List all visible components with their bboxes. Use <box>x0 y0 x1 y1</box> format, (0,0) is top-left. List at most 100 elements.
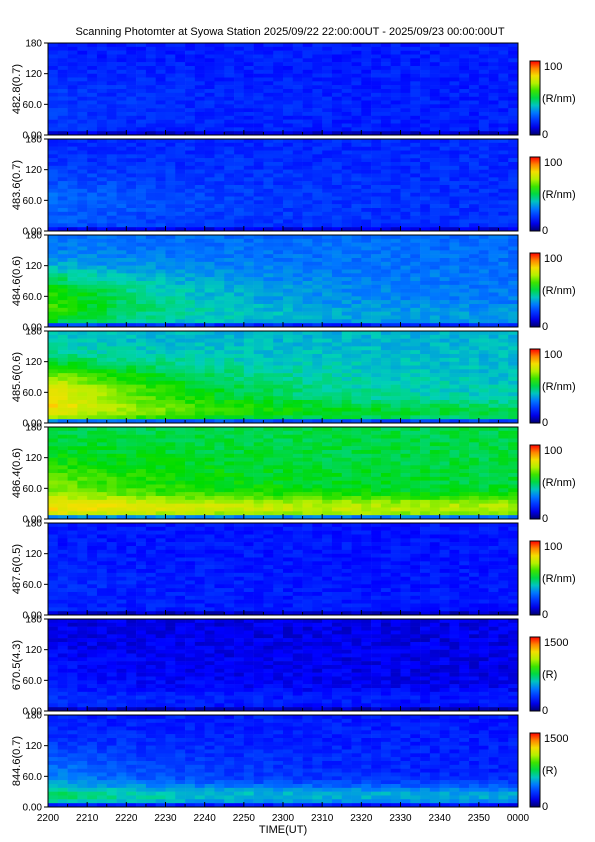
heatmap-cell <box>116 392 127 397</box>
heatmap-cell <box>283 350 294 355</box>
heatmap-cell <box>96 300 108 305</box>
heatmap-cell <box>96 235 108 240</box>
heatmap-cell <box>87 411 98 416</box>
heatmap-cell <box>116 92 127 97</box>
heatmap-cell <box>449 62 460 67</box>
heatmap-cell <box>87 46 98 51</box>
heatmap-cell <box>116 430 127 435</box>
heatmap-cell <box>449 92 460 97</box>
heatmap-cell <box>67 139 78 144</box>
heatmap-cell <box>420 365 431 370</box>
heatmap-cell <box>48 511 59 516</box>
heatmap-cell <box>165 119 176 124</box>
heatmap-cell <box>302 384 313 389</box>
heatmap-cell <box>283 158 294 163</box>
heatmap-cell <box>400 169 411 174</box>
heatmap-cell <box>361 108 372 113</box>
heatmap-cell <box>439 258 450 263</box>
heatmap-cell <box>48 480 59 485</box>
heatmap-cell <box>48 169 59 174</box>
heatmap-cell <box>48 261 59 266</box>
heatmap-cell <box>106 188 117 193</box>
heatmap-cell <box>224 277 235 282</box>
heatmap-cell <box>87 499 98 504</box>
heatmap-cell <box>449 123 460 128</box>
heatmap-cell <box>371 311 382 316</box>
heatmap-cell <box>361 131 372 136</box>
heatmap-cell <box>420 419 431 424</box>
heatmap-cell <box>312 54 323 59</box>
heatmap-cell <box>204 338 215 343</box>
heatmap-cell <box>380 373 392 378</box>
heatmap-cell <box>185 81 196 86</box>
heatmap-cell <box>263 139 274 144</box>
heatmap-cell <box>243 342 254 347</box>
heatmap-cell <box>234 69 245 74</box>
heatmap-cell <box>224 158 235 163</box>
heatmap-cell <box>224 338 235 343</box>
heatmap-cell <box>469 173 480 178</box>
heatmap-cell <box>224 388 235 393</box>
heatmap-cell <box>449 346 460 351</box>
heatmap-cell <box>292 104 303 109</box>
heatmap-cell <box>439 365 450 370</box>
heatmap-cell <box>77 450 88 455</box>
heatmap-cell <box>96 396 108 401</box>
heatmap-cell <box>488 403 499 408</box>
heatmap-cell <box>116 77 127 82</box>
heatmap-cell <box>175 77 186 82</box>
heatmap-cell <box>57 204 68 209</box>
heatmap-cell <box>96 58 108 63</box>
heatmap-cell <box>175 112 186 117</box>
heatmap-cell <box>253 369 264 374</box>
heatmap-cell <box>469 396 480 401</box>
heatmap-cell <box>243 77 254 82</box>
heatmap-cell <box>478 242 489 247</box>
heatmap-cell <box>234 108 245 113</box>
heatmap-cell <box>410 254 421 259</box>
heatmap-cell <box>312 400 323 405</box>
heatmap-cell <box>273 346 284 351</box>
heatmap-cell <box>96 331 108 336</box>
heatmap-cell <box>341 350 352 355</box>
heatmap-cell <box>253 127 264 132</box>
heatmap-cell <box>341 361 352 366</box>
heatmap-cell <box>48 430 59 435</box>
heatmap-cell <box>116 511 127 516</box>
heatmap-cell <box>214 261 225 266</box>
heatmap-cell <box>234 115 245 120</box>
heatmap-cell <box>322 246 333 251</box>
heatmap-cell <box>410 50 421 55</box>
heatmap-cell <box>204 250 215 255</box>
heatmap-cell <box>322 307 333 312</box>
heatmap-cell <box>449 419 460 424</box>
heatmap-cell <box>439 377 450 382</box>
heatmap-cell <box>459 96 470 101</box>
heatmap-cell <box>302 419 313 424</box>
heatmap-cell <box>410 219 421 224</box>
heatmap-cell <box>283 419 294 424</box>
heatmap-cell <box>234 350 245 355</box>
heatmap-cell <box>185 73 196 78</box>
heatmap-cell <box>322 238 333 243</box>
heatmap-cell <box>488 377 499 382</box>
heatmap-cell <box>175 319 186 324</box>
heatmap-cell <box>96 350 108 355</box>
heatmap-cell <box>155 158 166 163</box>
heatmap-cell <box>145 165 157 170</box>
heatmap-cell <box>87 142 98 147</box>
heatmap-cell <box>478 154 489 159</box>
heatmap-cell <box>175 323 186 328</box>
heatmap-cell <box>459 192 470 197</box>
heatmap-cell <box>331 350 343 355</box>
heatmap-cell <box>439 104 450 109</box>
heatmap-cell <box>439 373 450 378</box>
heatmap-cell <box>361 331 372 336</box>
heatmap-cell <box>214 373 225 378</box>
heatmap-cell <box>292 388 303 393</box>
heatmap-cell <box>478 273 489 278</box>
heatmap-cell <box>429 66 440 71</box>
heatmap-cell <box>57 277 68 282</box>
colorbar <box>529 156 541 232</box>
heatmap-cell <box>96 277 108 282</box>
